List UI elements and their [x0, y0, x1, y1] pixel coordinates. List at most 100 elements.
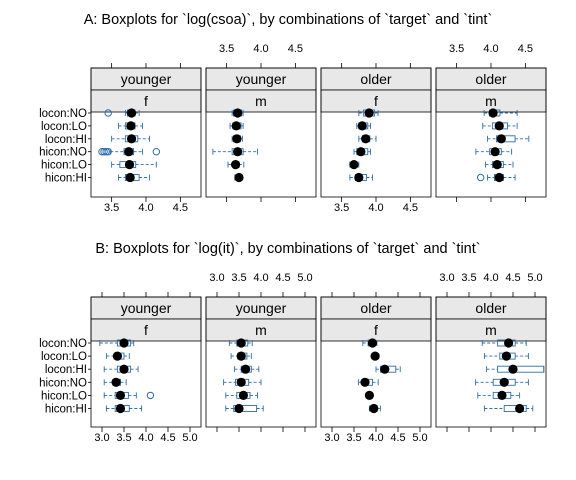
box-hicon-hi [484, 404, 532, 413]
box-locon-lo [106, 352, 129, 361]
category-label: locon:LO [41, 121, 87, 133]
panel-a-1: younger f 3.5 4.0 4.5 [88, 63, 201, 214]
box-locon-hi [487, 365, 544, 374]
panel-b-4: olderm3.0 3.5 4.0 4.5 5.0 [436, 272, 546, 432]
box-hicon-no [354, 147, 371, 156]
panel-a-2: youngerm3.5 4.0 4.5 [206, 43, 316, 202]
median-dot [497, 134, 506, 143]
box-locon-lo [371, 352, 380, 361]
median-dot [358, 121, 367, 130]
x-tick-label: 5.0 [527, 272, 542, 284]
median-dot [493, 160, 502, 169]
x-tick-label: 3.5 [461, 272, 476, 284]
median-dot [233, 147, 242, 156]
x-tick-label: 4.5 [403, 202, 418, 214]
x-tick-label: 3.5 [346, 432, 361, 444]
box-locon-lo [231, 352, 251, 361]
x-tick-label: 4.0 [483, 272, 498, 284]
x-tick-label: 4.5 [160, 432, 175, 444]
category-label: locon:LO [41, 351, 87, 363]
box-hicon-no [358, 378, 378, 387]
median-dot [233, 108, 242, 117]
median-dot [231, 160, 240, 169]
median-dot [488, 108, 497, 117]
box-hicon-no [99, 147, 160, 156]
median-dot [380, 365, 389, 374]
box-hicon-hi [477, 173, 515, 182]
x-tick-label: 3.5 [231, 272, 246, 284]
box-locon-lo [484, 352, 528, 361]
box-hicon-lo [478, 391, 520, 400]
median-dot [502, 352, 511, 361]
median-dot [111, 378, 120, 387]
x-tick-label: 4.0 [138, 432, 153, 444]
outlier-point [153, 149, 159, 155]
box-hicon-lo [349, 160, 358, 169]
median-dot [495, 121, 504, 130]
x-tick-label: 5.0 [412, 432, 427, 444]
box-hicon-lo [228, 160, 244, 169]
box-hicon-hi [369, 404, 380, 413]
x-tick-label: 3.5 [219, 43, 234, 55]
box-hicon-hi [350, 173, 373, 182]
x-tick-label: 4.5 [288, 43, 303, 55]
category-label: locon:HI [45, 134, 87, 146]
median-dot [127, 134, 136, 143]
strip-bottom-label: m [485, 93, 497, 109]
median-dot [119, 365, 128, 374]
box-locon-lo [483, 121, 517, 130]
median-dot [237, 352, 246, 361]
category-label: hicon:HI [45, 173, 87, 185]
x-tick-label: 4.0 [253, 272, 268, 284]
category-label: hicon:LO [41, 390, 87, 402]
category-label: hicon:NO [39, 377, 87, 389]
x-tick-label: 4.5 [275, 272, 290, 284]
chart-b-title: B: Boxplots for `log(it)`, by combinatio… [95, 241, 480, 257]
box-locon-no [232, 108, 243, 117]
x-tick-label: 4.0 [138, 202, 153, 214]
strip-bottom-label: f [144, 93, 148, 109]
panel-b-1: youngerf3.0 3.5 4.0 4.5 5.0 [88, 292, 201, 444]
x-tick-label: 3.0 [324, 432, 339, 444]
median-dot [500, 378, 509, 387]
x-tick-label: 4.0 [483, 43, 498, 55]
median-dot [127, 108, 136, 117]
x-tick-label: 3.5 [116, 432, 131, 444]
median-dot [491, 147, 500, 156]
strip-top-label: older [360, 300, 391, 316]
median-dot [116, 391, 125, 400]
x-tick-label: 4.5 [173, 202, 188, 214]
box-hicon-lo [365, 391, 374, 400]
box-locon-lo [119, 121, 143, 130]
median-dot [116, 404, 125, 413]
category-label: locon:HI [45, 364, 87, 376]
x-tick-label: 4.5 [518, 43, 533, 55]
x-tick-label: 3.0 [209, 272, 224, 284]
x-tick-label: 3.5 [334, 202, 349, 214]
box-hicon-hi [119, 173, 150, 182]
median-dot [360, 378, 369, 387]
category-label: locon:NO [39, 108, 87, 120]
x-tick-label: 5.0 [182, 432, 197, 444]
median-dot [126, 173, 135, 182]
panel-a-4: older m 3.5 4.0 4.5 [436, 43, 546, 202]
strip-bottom-label: f [374, 322, 378, 338]
outlier-point [147, 392, 153, 398]
box-hicon-no [104, 378, 126, 387]
strip-bottom-label: m [255, 322, 267, 338]
box-locon-hi [104, 365, 138, 374]
box-hicon-hi [106, 404, 141, 413]
median-dot [368, 338, 377, 347]
median-dot [515, 404, 524, 413]
median-dot [113, 352, 122, 361]
box-locon-lo [357, 121, 371, 130]
outlier-point [477, 174, 483, 180]
strip-bottom-label: f [374, 93, 378, 109]
strip-bottom-label: m [255, 93, 267, 109]
x-tick-label: 4.0 [368, 432, 383, 444]
median-dot [365, 108, 374, 117]
x-tick-label: 4.0 [253, 43, 268, 55]
median-dot [241, 365, 250, 374]
box-hicon-no [476, 147, 512, 156]
